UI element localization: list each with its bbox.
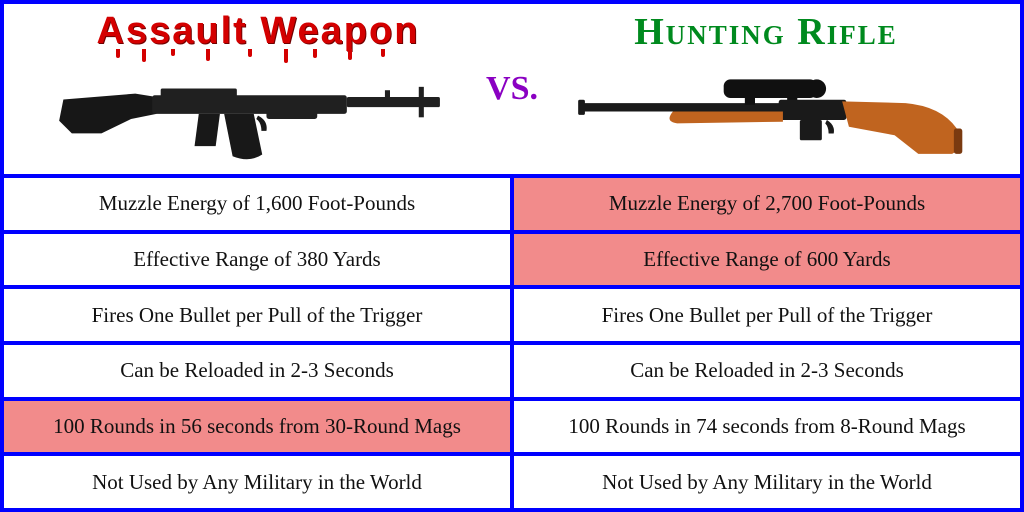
- hunting-rifle-icon: [536, 54, 996, 164]
- table-cell-right: Fires One Bullet per Pull of the Trigger: [512, 289, 1020, 341]
- left-column-header: Assault Weapon: [4, 4, 512, 174]
- table-row: Muzzle Energy of 1,600 Foot-PoundsMuzzle…: [4, 174, 1020, 230]
- vs-label: VS.: [486, 70, 538, 108]
- table-cell-right: Can be Reloaded in 2-3 Seconds: [512, 345, 1020, 397]
- comparison-table: Muzzle Energy of 1,600 Foot-PoundsMuzzle…: [4, 174, 1020, 508]
- assault-rifle-icon: [28, 53, 488, 163]
- table-row: 100 Rounds in 56 seconds from 30-Round M…: [4, 397, 1020, 453]
- blood-drip-icon: [97, 49, 420, 63]
- comparison-frame: Assault Weapon: [0, 0, 1024, 512]
- table-cell-right: 100 Rounds in 74 seconds from 8-Round Ma…: [512, 401, 1020, 453]
- left-title-text: Assault Weapon: [97, 10, 420, 52]
- header: Assault Weapon: [4, 4, 1020, 174]
- right-gun-image: [512, 54, 1020, 164]
- left-gun-image: [4, 53, 512, 163]
- table-cell-right: Muzzle Energy of 2,700 Foot-Pounds: [512, 178, 1020, 230]
- table-cell-left: Muzzle Energy of 1,600 Foot-Pounds: [4, 178, 512, 230]
- table-cell-right: Effective Range of 600 Yards: [512, 234, 1020, 286]
- table-row: Fires One Bullet per Pull of the Trigger…: [4, 285, 1020, 341]
- table-cell-left: Fires One Bullet per Pull of the Trigger: [4, 289, 512, 341]
- table-cell-left: Effective Range of 380 Yards: [4, 234, 512, 286]
- left-title: Assault Weapon: [97, 10, 420, 53]
- table-row: Effective Range of 380 YardsEffective Ra…: [4, 230, 1020, 286]
- table-row: Can be Reloaded in 2-3 SecondsCan be Rel…: [4, 341, 1020, 397]
- table-row: Not Used by Any Military in the WorldNot…: [4, 452, 1020, 508]
- right-title: Hunting Rifle: [634, 10, 898, 54]
- right-column-header: Hunting Rifle: [512, 4, 1020, 174]
- table-cell-left: Not Used by Any Military in the World: [4, 456, 512, 508]
- table-cell-right: Not Used by Any Military in the World: [512, 456, 1020, 508]
- table-cell-left: 100 Rounds in 56 seconds from 30-Round M…: [4, 401, 512, 453]
- table-cell-left: Can be Reloaded in 2-3 Seconds: [4, 345, 512, 397]
